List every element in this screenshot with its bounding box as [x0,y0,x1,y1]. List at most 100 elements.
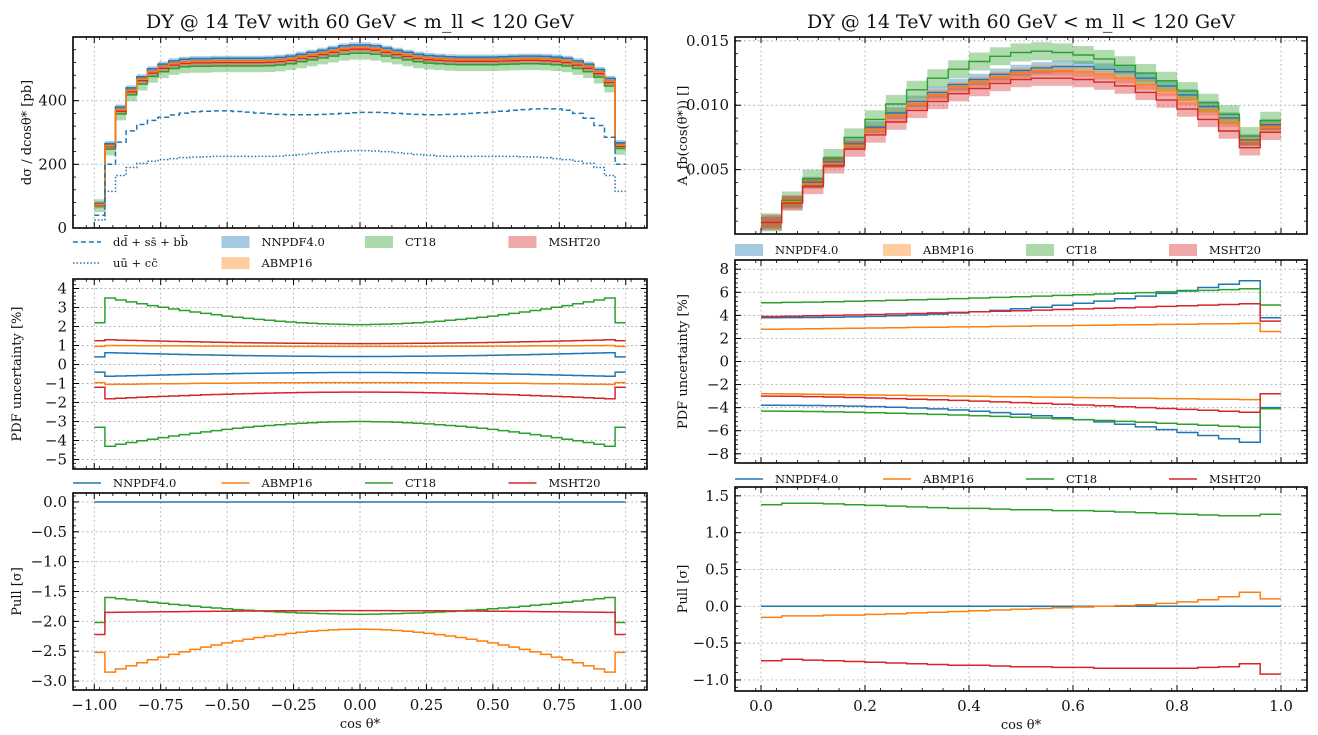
legend: NNPDF4.0 ABMP16 CT18 MSHT20 [73,476,601,490]
series-line [94,52,626,207]
x-tick-label: 0.2 [853,697,877,715]
y-tick-label: 0.0 [43,493,67,511]
panel-5: −8 −6 −4 −2 0 2 4 6 8 PDF uncertainty [%] [676,259,1308,464]
series-line [761,658,1281,675]
x-tick-label: 0.8 [1165,697,1189,715]
legend-swatch [883,244,911,256]
uncertainty-band [761,70,1281,231]
legend-label: ABMP16 [261,476,313,490]
series-line [94,386,626,400]
x-tick-label: −0.50 [204,696,250,714]
y-tick-label: −0.5 [693,634,729,652]
series-line [761,77,1281,224]
legend-label: CT18 [1066,472,1097,486]
y-tick-label: 4 [719,306,729,324]
y-tick-label: 400 [38,92,67,110]
series-line [94,596,626,624]
x-tick-label: 0.25 [410,696,443,714]
series-line [761,591,1281,619]
legend-swatch [735,244,763,256]
y-axis-label: dσ / dcosθ* [pb] [20,80,35,185]
legend-label: MSHT20 [1209,472,1261,486]
y-tick-label: 2 [719,329,729,347]
series-line [761,408,1281,428]
legend-label: MSHT20 [1209,243,1261,257]
chart-title: DY @ 14 TeV with 60 GeV < m_ll < 120 GeV [807,11,1235,33]
legend-label: uū + cc̄ [113,256,158,270]
y-tick-label: 2 [57,318,67,336]
legend-label: NNPDF4.0 [113,476,176,490]
legend-label: NNPDF4.0 [775,472,838,486]
series-line [761,303,1281,322]
y-tick-label: −4 [707,399,729,417]
series-line [94,47,626,206]
series-line [761,65,1281,224]
y-tick-label: 1.0 [705,524,729,542]
plot-frame [734,36,1308,235]
y-tick-label: 0.5 [705,560,729,578]
y-tick-label: 0 [719,353,729,371]
legend-swatch [365,236,393,248]
series-line [94,344,626,348]
series-line [94,381,626,386]
y-tick-label: 1.5 [705,487,729,505]
y-tick-label: −6 [707,422,729,440]
panel-3: −1.00 −0.75 −0.50 −0.25 0.00 0.25 0.50 0.75 1.00… [10,492,648,732]
legend-label: ABMP16 [922,472,974,486]
y-tick-label: −2 [707,376,729,394]
y-tick-label: −2.5 [31,642,67,660]
y-tick-label: 1 [57,337,67,355]
x-tick-label: 0.4 [957,697,981,715]
legend-label: CT18 [1066,243,1097,257]
y-tick-label: −2 [45,394,67,412]
panel-4: 0.005 0.010 0.015 A_fb(cos(θ*)) [] DY @ 14 T… [676,11,1308,235]
plot-frame [734,486,1308,692]
x-tick-label: 0.0 [749,697,773,715]
y-tick-label: 0.0 [705,597,729,615]
x-axis-label: cos θ* [1001,718,1042,733]
series-line [94,48,626,206]
legend-label: CT18 [405,476,436,490]
series-line [761,50,1281,224]
series-line [94,351,626,358]
series-line [761,393,1281,401]
legend: dd̄ + ss̄ + bb̄ NNPDF4.0 CT18 MSHT20 uū + cc… [73,235,601,270]
x-axis-label: cos θ* [340,717,381,732]
series-line [761,288,1281,306]
series-line [94,107,626,217]
series-line [94,371,626,378]
y-tick-label: −0.5 [31,523,67,541]
y-tick-label: 3 [57,299,67,317]
x-tick-label: −1.00 [71,696,117,714]
panel-6: 0.0 0.2 0.4 0.6 0.8 1.0 −1.0 −0.5 0.0 0.5 1.0 1.5 Pu… [676,486,1308,733]
legend-swatch [1026,244,1054,256]
legend: NNPDF4.0 ABMP16 CT18 MSHT20 [735,472,1261,486]
series-line [94,339,626,345]
y-axis-label: Pull [σ] [676,565,691,614]
legend-swatch [221,257,250,269]
legend-label: CT18 [405,235,436,249]
y-tick-label: 4 [57,280,67,298]
y-tick-label: 0.015 [686,32,729,50]
x-tick-label: 1.0 [1269,697,1293,715]
series-line [761,502,1281,517]
y-axis-label: PDF uncertainty [%] [676,294,691,429]
series-line [94,149,626,221]
legend-swatch [221,236,250,248]
x-tick-label: 0.6 [1061,697,1085,715]
series-line [94,297,626,326]
x-tick-label: 1.00 [609,696,642,714]
y-tick-label: 8 [719,260,729,278]
chart-title: DY @ 14 TeV with 60 GeV < m_ll < 120 GeV [146,11,574,33]
y-axis-label: PDF uncertainty [%] [10,307,25,442]
series-line [761,404,1281,443]
y-tick-label: −1.0 [693,671,729,689]
legend-label: NNPDF4.0 [262,235,325,249]
x-tick-label: −0.25 [271,696,317,714]
legend: NNPDF4.0 ABMP16 CT18 MSHT20 [735,243,1261,257]
series-line [94,420,626,447]
y-tick-label: −1.5 [31,583,67,601]
y-tick-label: −4 [45,432,67,450]
